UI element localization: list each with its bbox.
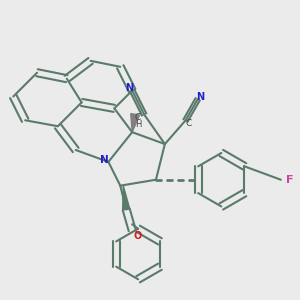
Text: O: O [134,231,142,241]
Text: N: N [100,155,108,165]
Text: F: F [286,175,293,185]
Text: N: N [125,82,133,93]
Text: H: H [135,120,141,129]
Text: C: C [185,119,192,128]
Polygon shape [131,114,140,132]
Text: N: N [196,92,205,101]
Text: C: C [135,113,141,122]
Polygon shape [123,186,130,210]
